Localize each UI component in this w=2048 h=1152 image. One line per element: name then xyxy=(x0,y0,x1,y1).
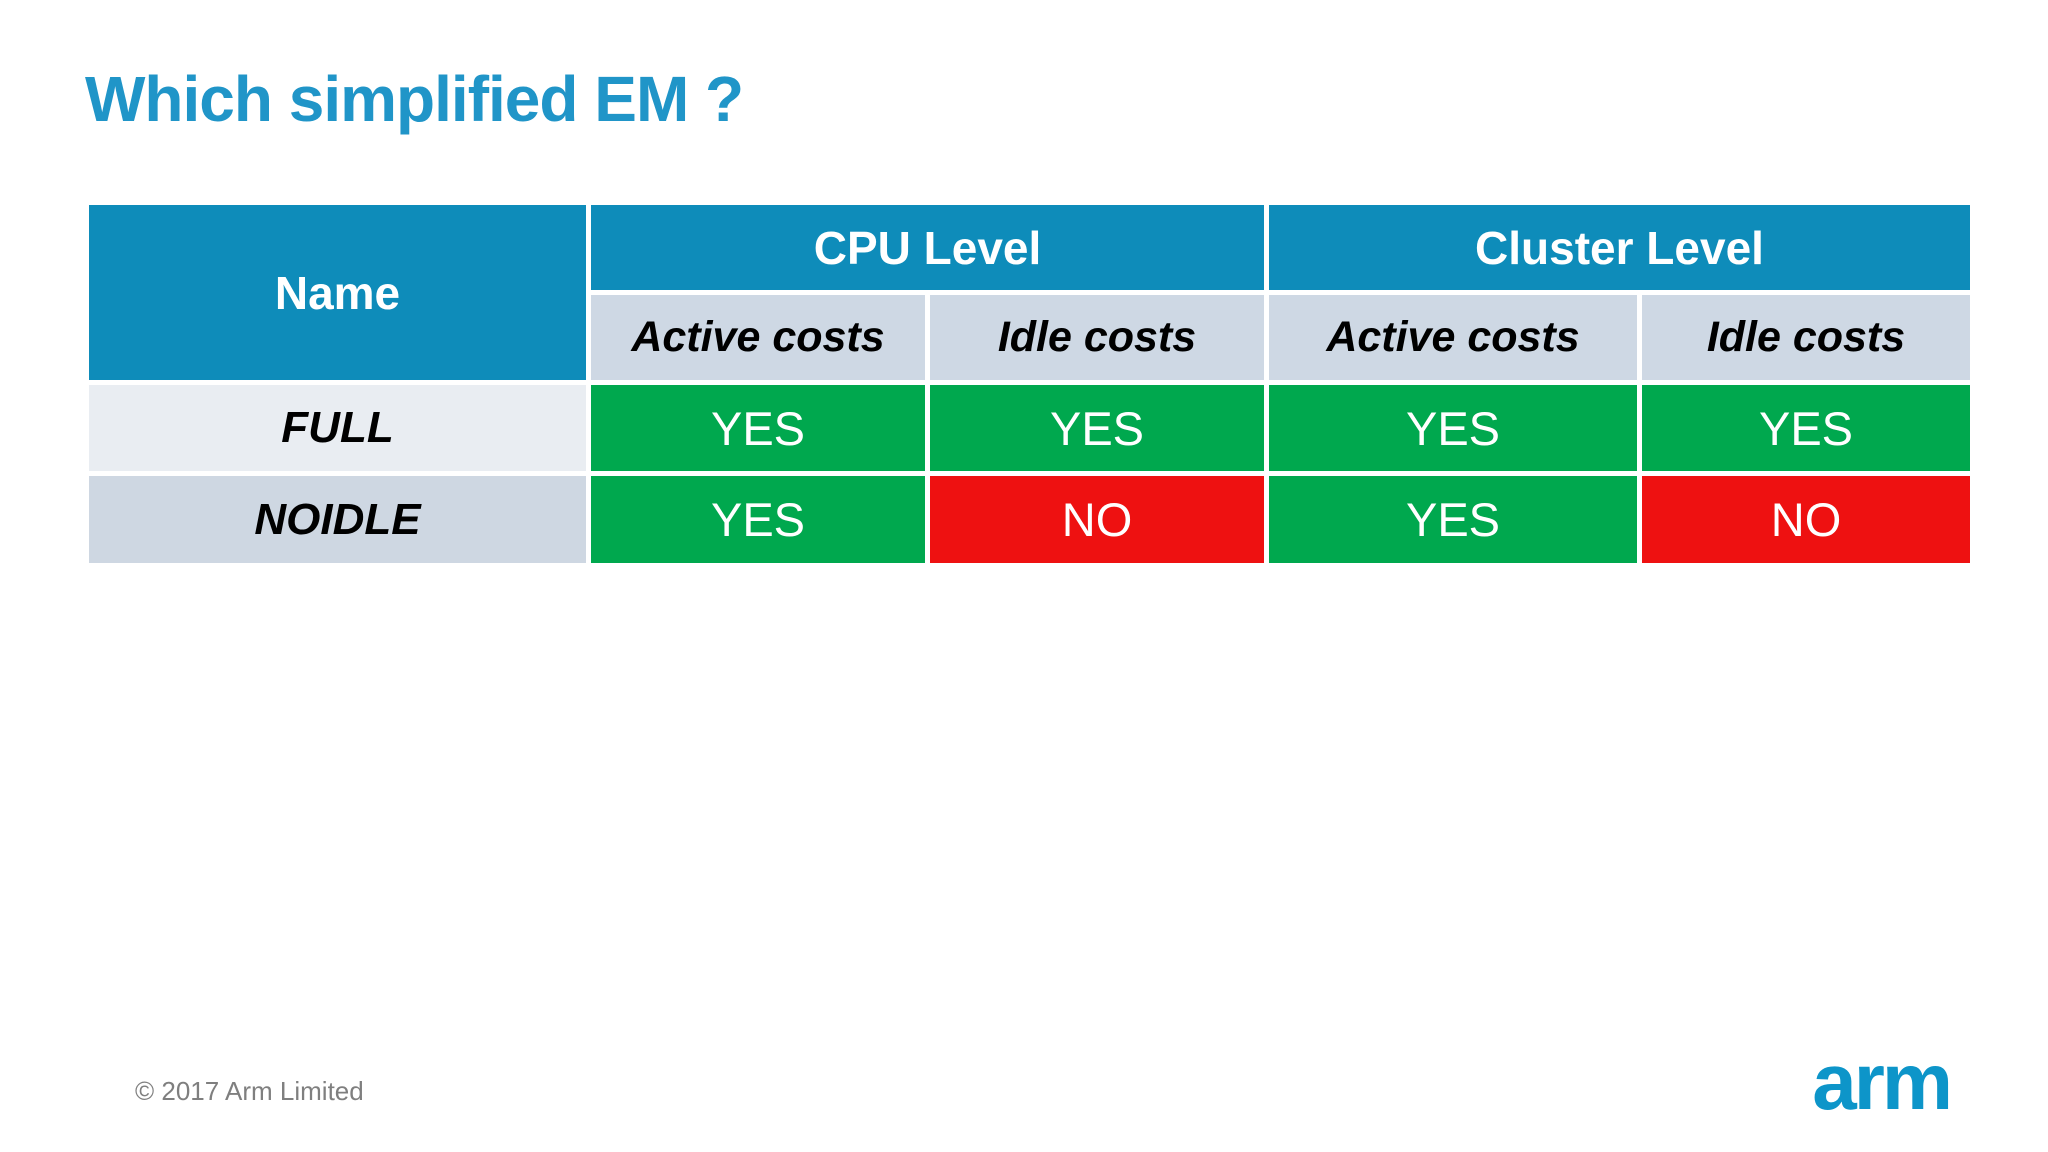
table-value-cell: YES xyxy=(1269,385,1637,471)
slide-title: Which simplified EM ? xyxy=(85,63,744,135)
em-comparison-table: Name CPU Level Cluster Level Active cost… xyxy=(89,205,1970,563)
table-header-cpu-level: CPU Level xyxy=(591,205,1264,290)
table-subheader-cluster-active-costs: Active costs xyxy=(1269,295,1637,380)
table-value-cell: YES xyxy=(591,476,925,563)
arm-logo: arm xyxy=(1812,1037,1953,1126)
table-subheader-cpu-idle-costs: Idle costs xyxy=(930,295,1264,380)
row-name-cell: NOIDLE xyxy=(89,476,586,563)
table-value-cell: YES xyxy=(591,385,925,471)
table-subheader-cluster-idle-costs: Idle costs xyxy=(1642,295,1970,380)
table-header-cluster-level: Cluster Level xyxy=(1269,205,1970,290)
table-value-cell: YES xyxy=(1269,476,1637,563)
table-value-cell: YES xyxy=(930,385,1264,471)
copyright-text: © 2017 Arm Limited xyxy=(135,1076,364,1106)
table-value-cell: NO xyxy=(930,476,1264,563)
table-value-cell: YES xyxy=(1642,385,1970,471)
row-name-cell: FULL xyxy=(89,385,586,471)
table-header-name: Name xyxy=(89,205,586,380)
table-value-cell: NO xyxy=(1642,476,1970,563)
table-subheader-cpu-active-costs: Active costs xyxy=(591,295,925,380)
